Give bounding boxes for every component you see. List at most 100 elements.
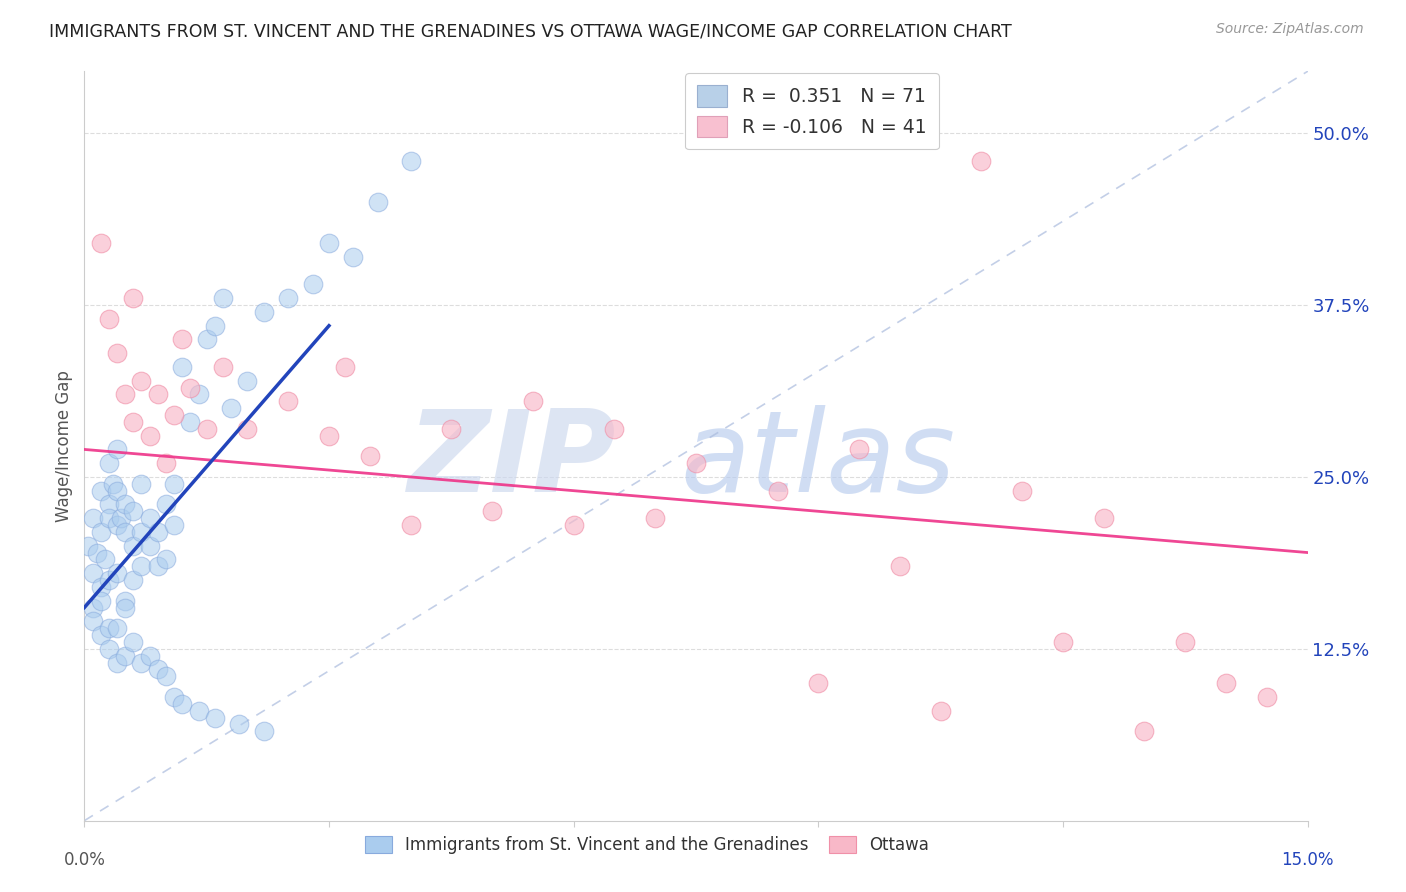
Text: 0.0%: 0.0% — [63, 851, 105, 869]
Point — [195, 422, 218, 436]
Point — [212, 359, 235, 374]
Point — [90, 483, 112, 498]
Point — [848, 442, 870, 457]
Point — [204, 318, 226, 333]
Point — [114, 600, 136, 615]
Point — [172, 359, 194, 374]
Point — [77, 539, 100, 553]
Point — [172, 697, 194, 711]
Point — [90, 524, 112, 539]
Legend: Immigrants from St. Vincent and the Grenadines, Ottawa: Immigrants from St. Vincent and the Gren… — [359, 830, 935, 861]
Point — [146, 524, 169, 539]
Point — [155, 669, 177, 683]
Point — [603, 422, 626, 436]
Point — [105, 621, 128, 635]
Point — [105, 656, 128, 670]
Point — [138, 648, 160, 663]
Point — [114, 648, 136, 663]
Point — [146, 559, 169, 574]
Point — [105, 483, 128, 498]
Point — [114, 593, 136, 607]
Point — [889, 559, 911, 574]
Point — [131, 559, 153, 574]
Point — [122, 504, 145, 518]
Point — [929, 704, 952, 718]
Point — [1215, 676, 1237, 690]
Point — [97, 456, 120, 470]
Point — [562, 518, 585, 533]
Point — [807, 676, 830, 690]
Point — [253, 724, 276, 739]
Point — [399, 518, 422, 533]
Point — [90, 628, 112, 642]
Point — [122, 635, 145, 649]
Point — [212, 291, 235, 305]
Point — [105, 566, 128, 581]
Point — [1011, 483, 1033, 498]
Point — [97, 621, 120, 635]
Point — [122, 539, 145, 553]
Point — [86, 545, 108, 559]
Point — [105, 346, 128, 360]
Point — [110, 511, 132, 525]
Point — [970, 153, 993, 168]
Point — [440, 422, 463, 436]
Point — [522, 394, 544, 409]
Point — [399, 153, 422, 168]
Point — [122, 573, 145, 587]
Point — [236, 422, 259, 436]
Text: ZIP: ZIP — [408, 406, 616, 516]
Point — [138, 539, 160, 553]
Point — [1256, 690, 1278, 704]
Point — [138, 428, 160, 442]
Point — [301, 277, 323, 292]
Point — [367, 194, 389, 209]
Point — [1052, 635, 1074, 649]
Point — [685, 456, 707, 470]
Point — [82, 600, 104, 615]
Point — [335, 359, 357, 374]
Point — [131, 476, 153, 491]
Point — [97, 573, 120, 587]
Point — [277, 291, 299, 305]
Point — [97, 311, 120, 326]
Point — [105, 518, 128, 533]
Point — [342, 250, 364, 264]
Point — [359, 450, 381, 464]
Point — [155, 498, 177, 512]
Point — [236, 374, 259, 388]
Point — [114, 387, 136, 401]
Point — [90, 236, 112, 251]
Text: Source: ZipAtlas.com: Source: ZipAtlas.com — [1216, 22, 1364, 37]
Text: IMMIGRANTS FROM ST. VINCENT AND THE GRENADINES VS OTTAWA WAGE/INCOME GAP CORRELA: IMMIGRANTS FROM ST. VINCENT AND THE GREN… — [49, 22, 1012, 40]
Point — [105, 442, 128, 457]
Point — [114, 524, 136, 539]
Point — [253, 305, 276, 319]
Point — [163, 518, 186, 533]
Point — [155, 456, 177, 470]
Point — [644, 511, 666, 525]
Point — [318, 236, 340, 251]
Point — [179, 380, 201, 394]
Point — [163, 408, 186, 422]
Point — [138, 511, 160, 525]
Point — [146, 662, 169, 676]
Text: atlas: atlas — [681, 406, 956, 516]
Point — [146, 387, 169, 401]
Point — [82, 615, 104, 629]
Point — [766, 483, 789, 498]
Point — [97, 641, 120, 656]
Point — [163, 690, 186, 704]
Point — [82, 511, 104, 525]
Point — [155, 552, 177, 566]
Point — [187, 387, 209, 401]
Point — [179, 415, 201, 429]
Point — [172, 333, 194, 347]
Y-axis label: Wage/Income Gap: Wage/Income Gap — [55, 370, 73, 522]
Text: 15.0%: 15.0% — [1281, 851, 1334, 869]
Point — [277, 394, 299, 409]
Point — [82, 566, 104, 581]
Point — [318, 428, 340, 442]
Point — [101, 476, 124, 491]
Point — [1092, 511, 1115, 525]
